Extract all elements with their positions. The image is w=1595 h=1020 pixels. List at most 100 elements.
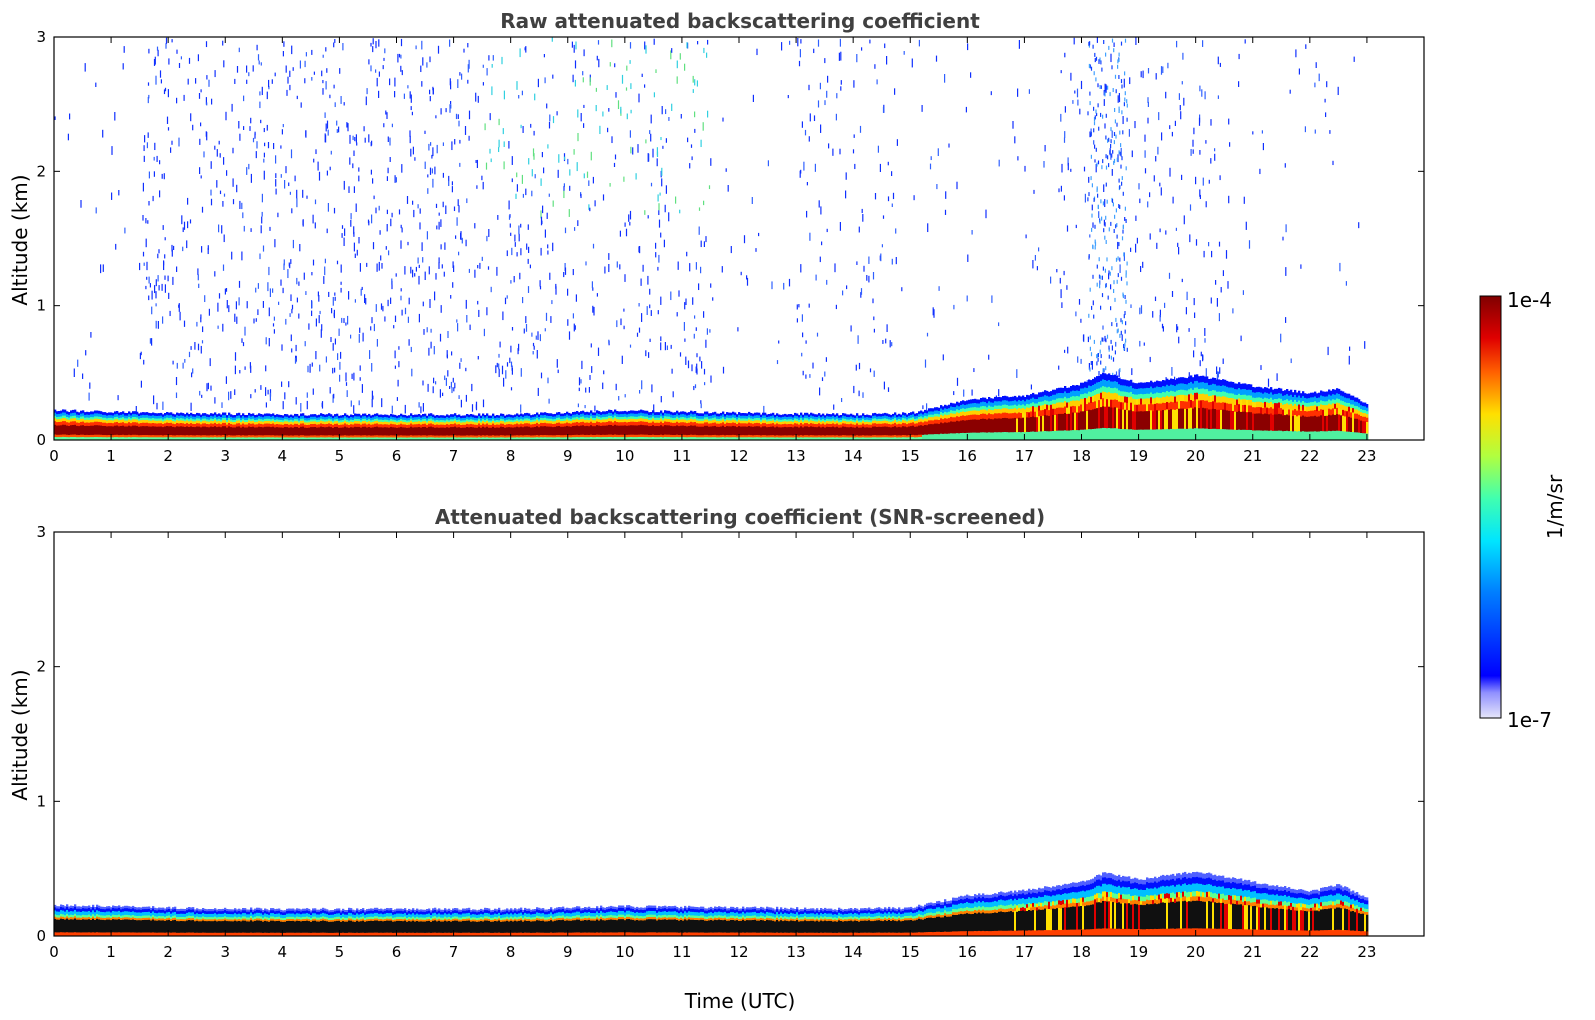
backscatter-cell (520, 426, 523, 440)
noise-pixel (286, 89, 288, 96)
noise-pixel (1094, 58, 1096, 63)
noise-pixel (1103, 228, 1105, 233)
noise-pixel (1175, 227, 1177, 231)
noise-pixel (608, 108, 610, 112)
noise-pixel (88, 392, 90, 401)
noise-pixel (1142, 261, 1144, 268)
noise-pixel (1219, 367, 1221, 374)
backscatter-cell (166, 426, 169, 440)
noise-pixel (294, 175, 296, 182)
backscatter-cell (132, 425, 135, 440)
noise-pixel (361, 384, 363, 393)
noise-pixel (168, 292, 170, 299)
noise-pixel (312, 214, 314, 224)
noise-pixel (218, 224, 220, 233)
noise-pixel (421, 242, 423, 251)
backscatter-cell (112, 426, 115, 440)
noise-pixel (513, 276, 515, 283)
noise-pixel (540, 216, 543, 226)
backscatter-cell (646, 425, 649, 440)
noise-pixel (821, 377, 824, 382)
backscatter-cell (702, 437, 705, 440)
noise-pixel (518, 343, 520, 351)
noise-pixel (452, 282, 454, 288)
noise-pixel (1349, 346, 1351, 351)
noise-pixel (398, 53, 401, 58)
noise-pixel (343, 180, 345, 190)
noise-pixel (481, 175, 483, 181)
backscatter-cell (404, 427, 407, 440)
noise-pixel (358, 237, 360, 244)
noise-pixel (313, 158, 315, 163)
noise-pixel (396, 397, 398, 401)
noise-pixel (1144, 150, 1146, 158)
noise-pixel (221, 225, 223, 234)
noise-pixel (450, 295, 452, 299)
noise-pixel (267, 142, 270, 149)
noise-pixel (1096, 354, 1098, 359)
noise-pixel (302, 219, 304, 227)
noise-pixel (781, 42, 783, 51)
noise-pixel (292, 239, 294, 249)
noise-pixel (282, 287, 284, 294)
noise-pixel (259, 253, 261, 260)
noise-pixel (1080, 80, 1083, 90)
backscatter-cell (518, 437, 521, 440)
noise-pixel (459, 162, 461, 167)
noise-pixel (1139, 198, 1141, 204)
noise-pixel (340, 281, 342, 285)
noise-pixel (1089, 346, 1091, 351)
noise-pixel (1115, 341, 1117, 347)
noise-pixel (558, 154, 560, 163)
noise-pixel (826, 279, 828, 285)
noise-pixel (712, 297, 714, 301)
noise-pixel (506, 362, 509, 367)
backscatter-cell (368, 427, 371, 440)
noise-pixel (583, 104, 585, 108)
noise-pixel (414, 273, 416, 277)
backscatter-cell (380, 427, 383, 440)
backscatter-cell (438, 437, 441, 440)
backscatter-cell (336, 426, 339, 440)
noise-pixel (350, 213, 352, 220)
noise-pixel (840, 86, 842, 91)
noise-pixel (263, 170, 265, 180)
noise-pixel (143, 155, 145, 162)
noise-pixel (451, 186, 453, 193)
noise-pixel (1284, 163, 1286, 168)
backscatter-cell (596, 437, 599, 440)
noise-pixel (1101, 275, 1103, 280)
noise-pixel (509, 357, 511, 364)
backscatter-cell (374, 426, 377, 440)
noise-pixel (1125, 219, 1127, 223)
noise-pixel (375, 69, 377, 73)
noise-pixel (530, 123, 532, 128)
noise-pixel (205, 97, 207, 105)
backscatter-cell (408, 437, 411, 440)
backscatter-cell (526, 426, 529, 440)
backscatter-cell (64, 424, 67, 440)
noise-pixel (533, 153, 535, 160)
noise-pixel (475, 92, 477, 102)
noise-pixel (835, 113, 837, 121)
noise-pixel (201, 340, 204, 344)
noise-pixel (424, 161, 426, 169)
noise-pixel (82, 373, 84, 379)
backscatter-cell (462, 427, 465, 440)
noise-pixel (1217, 56, 1219, 65)
noise-pixel (73, 368, 75, 378)
noise-pixel (608, 264, 610, 273)
backscatter-cell (256, 427, 259, 440)
noise-pixel (676, 312, 678, 317)
noise-pixel (1106, 334, 1109, 339)
noise-pixel (1134, 121, 1136, 129)
noise-pixel (672, 391, 674, 398)
noise-pixel (450, 101, 452, 105)
noise-pixel (164, 254, 166, 259)
noise-pixel (1099, 275, 1101, 280)
backscatter-cell (568, 426, 571, 440)
noise-pixel (369, 350, 371, 359)
backscatter-cell (136, 437, 139, 440)
noise-pixel (302, 189, 304, 198)
noise-pixel (282, 124, 284, 128)
